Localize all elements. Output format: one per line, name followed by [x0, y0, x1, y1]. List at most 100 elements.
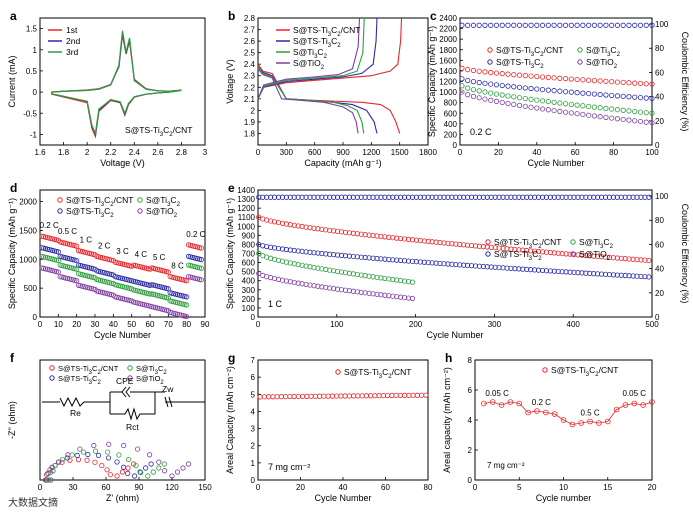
- ce-point: [606, 194, 613, 200]
- data-point: [327, 251, 333, 257]
- data-point: [496, 245, 502, 251]
- panel-h: h 0 5 10 15 20 0 2 4 6 8 Cycle number Areal capacity…: [442, 351, 657, 503]
- x-tick-label: 200: [409, 320, 423, 329]
- data-point: [603, 78, 609, 84]
- data-point: [613, 406, 620, 413]
- data-point: [539, 74, 546, 80]
- data-point: [468, 242, 475, 249]
- ce-point: [568, 22, 574, 28]
- y-tick-label: 4: [251, 407, 256, 416]
- y-tick-label: 2000: [19, 198, 37, 207]
- ce-point: [512, 194, 518, 200]
- data-point: [346, 253, 353, 259]
- data-point: [587, 270, 593, 276]
- legend-marker: [335, 369, 341, 375]
- data-point: [147, 291, 153, 297]
- x-tick-label: 0: [38, 320, 43, 329]
- data-point: [184, 278, 190, 284]
- y-tick-label: 1100: [238, 213, 256, 222]
- ce-point: [382, 194, 388, 200]
- gcd-curve: [257, 17, 378, 100]
- data-point: [484, 264, 490, 270]
- y-tick-label: 0: [33, 313, 38, 322]
- data-point: [528, 104, 534, 110]
- data-point: [562, 109, 569, 115]
- ce-point: [413, 194, 419, 200]
- data-point: [557, 100, 563, 106]
- data-point: [638, 257, 644, 263]
- annotation: 7 mg cm⁻²: [268, 462, 310, 472]
- data-point: [184, 294, 190, 300]
- data-point: [423, 392, 429, 398]
- annotation: 7 mg cm⁻²: [487, 461, 525, 470]
- data-point: [303, 224, 309, 230]
- y-tick-label: 2: [251, 442, 256, 451]
- data-point: [481, 400, 487, 407]
- ce-point: [505, 22, 511, 28]
- y-tick-label: 100: [242, 304, 256, 313]
- ce-point: [358, 194, 364, 200]
- y-tick-label: 0: [251, 476, 256, 485]
- legend-marker: [49, 375, 55, 381]
- ce-point: [279, 194, 286, 200]
- data-point: [567, 269, 573, 275]
- x-axis-label: Z' (ohm): [106, 493, 139, 503]
- gcd-curve: [257, 66, 365, 134]
- x-tick-label: 60: [146, 320, 155, 329]
- y-tick-label: 900: [242, 231, 256, 240]
- data-point: [499, 99, 505, 106]
- data-point: [362, 290, 368, 296]
- data-point: [433, 260, 439, 266]
- ce-point: [488, 22, 494, 28]
- ce-point: [642, 194, 648, 200]
- eis-point: [114, 473, 120, 479]
- x-axis-label: Cycle Number: [426, 330, 483, 340]
- panel-label: h: [445, 351, 452, 365]
- x-tick-label: 600: [308, 148, 322, 157]
- cv-series-3rd: [51, 30, 182, 136]
- data-point: [319, 226, 325, 232]
- data-point: [350, 271, 356, 277]
- eis-point: [105, 455, 112, 461]
- panel-label: g: [228, 351, 235, 365]
- ce-point: [598, 194, 605, 200]
- y-axis-label: Specific Capacity (mAh g⁻¹): [427, 26, 437, 137]
- data-point: [304, 393, 310, 399]
- data-point: [649, 399, 655, 405]
- ce-point: [398, 194, 404, 200]
- x-tick-label: 2.2: [105, 148, 117, 157]
- x-tick-label: 20: [72, 320, 81, 329]
- data-point: [419, 392, 425, 398]
- data-point: [401, 294, 408, 301]
- data-point: [626, 256, 632, 262]
- data-point: [271, 245, 278, 251]
- data-point: [618, 255, 624, 261]
- ce-point: [470, 22, 477, 28]
- data-point: [402, 392, 408, 398]
- y-tick-label: 0: [468, 476, 473, 485]
- data-point: [626, 108, 632, 114]
- y-tick-label: 0: [251, 313, 256, 322]
- data-point: [500, 265, 506, 271]
- data-point: [632, 118, 638, 124]
- data-point: [520, 247, 526, 253]
- data-point: [578, 420, 584, 426]
- data-point: [597, 105, 603, 111]
- ce-point: [528, 194, 534, 200]
- data-point: [499, 71, 505, 77]
- data-point: [626, 94, 632, 100]
- data-point: [583, 252, 589, 259]
- data-point: [568, 89, 574, 95]
- data-point: [511, 101, 517, 108]
- data-point: [586, 90, 592, 97]
- data-point: [626, 80, 632, 86]
- y-tick-label: 2200: [439, 25, 457, 34]
- data-point: [630, 273, 636, 279]
- ce-point: [394, 194, 400, 200]
- rate-label: 5 C: [153, 253, 166, 262]
- data-point: [574, 102, 580, 108]
- eis-point: [174, 469, 181, 475]
- ce-point: [374, 194, 380, 200]
- data-point: [646, 257, 652, 264]
- y-tick-label: 800: [242, 240, 256, 249]
